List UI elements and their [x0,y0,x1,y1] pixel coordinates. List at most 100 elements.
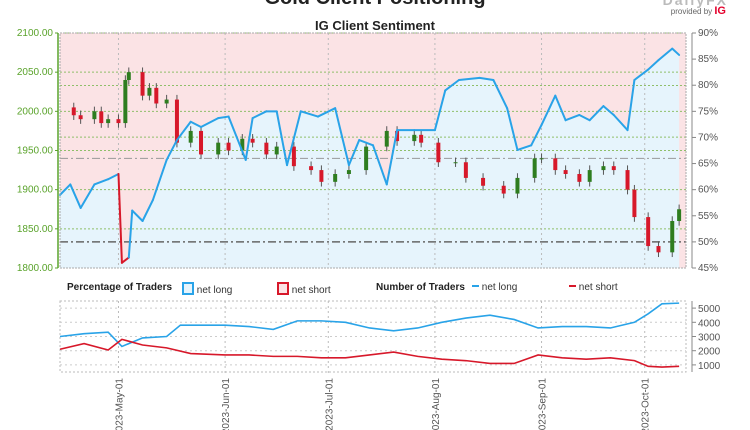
candle-down [116,119,121,124]
count-tick-label: 2000 [698,347,721,358]
sentiment-line-segment [175,120,192,142]
sentiment-line-segment [217,115,230,120]
sentiment-line-segment [612,113,629,132]
net-long-count-line [59,302,680,348]
sentiment-line-segment [554,94,567,122]
right-tick-label: 50% [698,237,718,248]
legend-pct-short: net short [277,282,331,296]
sentiment-line-segment [358,139,374,147]
legend-num-long: net long [472,282,517,293]
sentiment-line-segment [492,79,509,110]
candle-down [395,130,400,142]
count-tick-label: 3000 [698,333,721,344]
candle-up [453,162,458,164]
sentiment-line-segment [316,107,337,118]
candle-down [625,170,630,190]
sentiment-line-segment [251,110,268,120]
candle-down [632,189,637,218]
candle-up [333,174,338,182]
right-tick-label: 70% [698,132,718,143]
main-chart-title: IG Client Sentiment [315,18,435,33]
legend-pct-long: net long [182,282,232,296]
sentiment-line-segment [69,183,82,209]
candle-down [199,130,204,155]
candle-down [656,246,661,253]
date-tick-label: 2023-Sep-01 [538,378,549,430]
sentiment-line-segment [626,79,636,132]
sentiment-line-segment [530,123,543,147]
date-tick-label: 2023-Jul-01 [324,378,335,430]
sentiment-line-segment [200,117,220,128]
net-short-count-line [59,338,680,368]
sentiment-line-segment [540,94,557,126]
left-tick-label: 2100.00 [17,28,54,39]
candle-down [563,170,568,174]
sentiment-line-segment [93,178,110,186]
candle-up [539,158,544,160]
sentiment-line-segment [299,110,319,118]
candle-up [532,158,537,178]
candle-up [601,166,606,171]
sentiment-line-segment [59,183,72,196]
sentiment-line-segment [286,110,302,167]
candle-down [481,177,486,186]
candle-up [587,170,592,182]
legend-num-short: net short [569,282,618,293]
legend-num-title: Number of Traders [376,282,465,293]
sentiment-line-segment [433,89,447,132]
right-tick-label: 75% [698,106,718,117]
candle-up [240,138,245,151]
candle-up [126,72,131,80]
logo: DailyFX [662,0,728,8]
right-tick-label: 55% [698,211,718,222]
candle-down [264,142,269,155]
legend-pct-title: Percentage of Traders [67,282,173,293]
candle-up [188,130,193,143]
net-long-swatch [182,282,194,295]
candle-up [147,87,152,96]
sentiment-line-segment [578,113,591,122]
sentiment-line-segment [564,113,581,122]
net-short-swatch [277,282,289,295]
candle-down [319,170,324,182]
net-short-line-swatch [569,285,576,287]
sentiment-line-segment [151,158,168,202]
candle-down [436,142,441,163]
provided-by: provided by IG [671,5,726,17]
sentiment-line-segment [141,199,154,222]
candle-down [419,134,424,143]
candle-down [174,99,179,143]
candle-down [611,166,616,171]
candle-up [677,209,682,221]
candle-up [92,111,97,120]
sentiment-line-segment [506,107,519,151]
count-tick-label: 1000 [698,361,721,372]
candle-down [78,115,83,120]
sentiment-line-segment [165,139,178,161]
sentiment-line-segment [478,76,495,81]
legend-label: net short [291,285,331,296]
count-tick-label: 4000 [698,318,721,329]
date-tick-label: 2023-Aug-01 [431,378,442,430]
sentiment-line-segment [107,173,120,181]
candle-up [216,142,221,155]
sentiment-line-segment [227,115,247,161]
candle-down [646,217,651,247]
right-tick-label: 90% [698,28,718,39]
right-tick-label: 65% [698,159,718,170]
left-tick-label: 1900.00 [17,185,54,196]
net-long-line-swatch [472,285,479,287]
candle-up [384,130,389,147]
sentiment-line-segment [127,209,134,259]
candle-down [154,87,159,104]
right-tick-label: 45% [698,263,718,274]
date-tick-label: 2023-Oct-01 [641,378,652,430]
date-tick-label: 2023-May-01 [114,378,125,430]
chart-title: Gold Client Positioning [0,0,750,10]
sentiment-line-segment [120,256,130,264]
candle-up [123,80,128,124]
plot-frame [59,32,687,269]
sentiment-line-segment [602,105,615,116]
